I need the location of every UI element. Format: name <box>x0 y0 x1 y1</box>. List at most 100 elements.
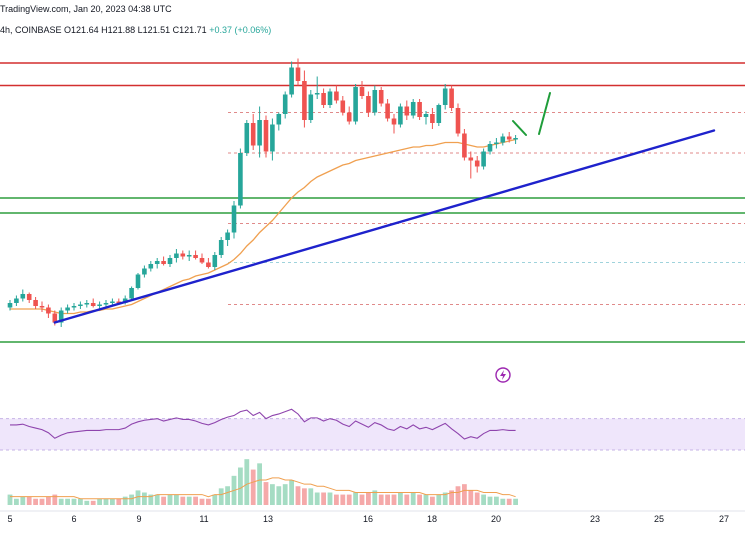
candle-body <box>372 90 378 113</box>
volume-bar <box>295 486 301 505</box>
volume-bar <box>97 498 102 505</box>
candle-body <box>231 205 237 233</box>
volume-bar <box>129 494 134 505</box>
candle-body <box>14 298 19 303</box>
candle-body <box>142 268 147 275</box>
candle-body <box>410 102 416 116</box>
candle-body <box>321 93 326 105</box>
symbol-prefix: 4h, COINBASE <box>0 25 62 35</box>
x-tick-label: 23 <box>590 514 600 524</box>
candle-body <box>199 258 205 263</box>
volume-bar <box>174 494 179 505</box>
volume-bar <box>244 459 250 505</box>
volume-bar <box>494 496 499 505</box>
volume-bar <box>321 492 326 505</box>
volume-ma-line <box>10 477 516 500</box>
candle-body <box>314 93 320 95</box>
volume-bar <box>46 496 51 505</box>
volume-bar <box>282 484 288 505</box>
candle-body <box>174 253 179 258</box>
volume-bar <box>58 498 64 505</box>
candle-body <box>103 303 109 305</box>
candle-body <box>378 90 384 104</box>
candle-body <box>334 91 339 101</box>
volume-bar <box>142 492 147 505</box>
lightning-icon-glyph <box>500 370 506 380</box>
x-tick-label: 20 <box>491 514 501 524</box>
candle-body <box>250 123 256 146</box>
volume-bar <box>487 496 493 505</box>
volume-bar <box>20 496 26 505</box>
candle-body <box>308 94 314 120</box>
volume-bar <box>506 498 512 505</box>
candle-body <box>148 264 154 269</box>
candle-body <box>417 102 422 117</box>
rsi-band <box>0 418 745 450</box>
volume-bar <box>308 488 314 505</box>
volume-bar <box>257 463 262 505</box>
volume-bar <box>33 498 38 505</box>
volume-bar <box>39 498 45 505</box>
candle-body <box>462 133 467 158</box>
candle-body <box>212 255 218 267</box>
volume-bar <box>84 500 90 505</box>
candle-body <box>238 153 243 206</box>
volume-bar <box>359 494 365 505</box>
volume-bar <box>148 494 154 505</box>
candle-body <box>302 81 307 120</box>
candle-body <box>65 307 70 311</box>
candle-body <box>180 253 186 257</box>
candle-body <box>500 136 506 143</box>
forecast-stroke-down <box>512 120 527 136</box>
volume-bar <box>218 488 224 505</box>
x-tick-label: 16 <box>363 514 373 524</box>
volume-bar <box>161 496 166 505</box>
volume-bar <box>180 496 186 505</box>
volume-bar <box>167 494 173 505</box>
x-tick-label: 25 <box>654 514 664 524</box>
candle-body <box>276 114 282 125</box>
candle-body <box>513 138 518 140</box>
volume-bar <box>430 496 435 505</box>
candle-body <box>244 123 250 153</box>
candle-body <box>506 136 512 140</box>
x-tick-label: 11 <box>199 514 208 524</box>
candle-body <box>52 313 58 323</box>
volume-bar <box>193 496 198 505</box>
candle-body <box>46 307 51 314</box>
volume-bar <box>154 494 160 505</box>
volume-bar <box>474 492 480 505</box>
candle-body <box>436 105 442 123</box>
symbol-ohlc-header: 4h, COINBASE O121.64 H121.88 L121.51 C12… <box>0 25 271 35</box>
volume-bar <box>353 492 358 505</box>
volume-bar <box>500 498 506 505</box>
volume-bar <box>334 494 339 505</box>
x-tick-label: 5 <box>7 514 12 524</box>
x-tick-label: 13 <box>263 514 273 524</box>
candle-body <box>455 108 461 134</box>
candle-body <box>442 88 448 105</box>
candle-body <box>346 112 352 122</box>
candle-body <box>385 103 390 119</box>
volume-bar <box>116 498 122 505</box>
x-tick-label: 18 <box>427 514 437 524</box>
candle-body <box>423 114 429 117</box>
candle-body <box>359 87 365 96</box>
candle-body <box>7 303 13 308</box>
candle-body <box>26 294 32 300</box>
volume-bar <box>289 480 294 505</box>
x-tick-label: 6 <box>71 514 76 524</box>
candle-body <box>193 255 198 258</box>
volume-bar <box>276 486 282 505</box>
volume-bar <box>398 492 403 505</box>
volume-bar <box>455 486 461 505</box>
candle-body <box>494 142 499 144</box>
volume-bar <box>52 494 58 505</box>
volume-bar <box>71 498 77 505</box>
volume-bar <box>340 494 346 505</box>
volume-bar <box>65 498 70 505</box>
volume-bar <box>366 492 371 505</box>
candle-body <box>20 294 26 299</box>
candle-body <box>391 118 397 125</box>
x-tick-label: 27 <box>719 514 729 524</box>
